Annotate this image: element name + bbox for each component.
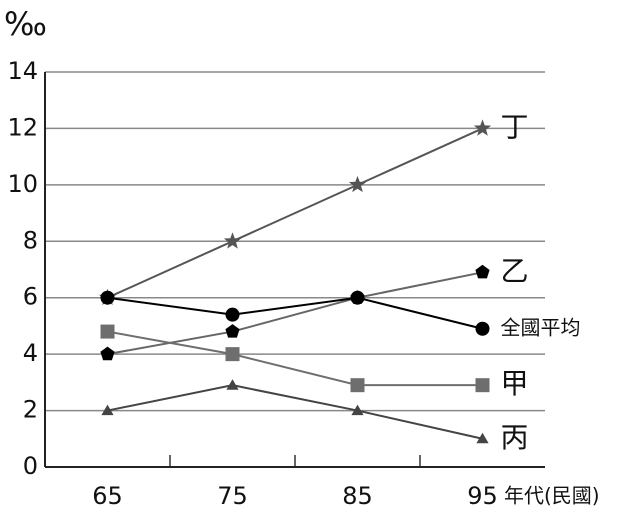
point: [101, 404, 114, 416]
series-label: 甲: [501, 367, 529, 400]
y-tick-label: 2: [23, 396, 38, 424]
x-tick-label: 75: [217, 482, 248, 510]
point: [100, 290, 115, 305]
series-line: [107, 296, 483, 330]
y-tick-label: 4: [23, 339, 38, 367]
point: [351, 404, 364, 416]
y-axis-label: ‰: [4, 5, 47, 43]
point: [350, 378, 365, 393]
x-tick-label: 85: [342, 482, 373, 510]
y-tick-label: 0: [23, 452, 38, 480]
series-line: [107, 127, 483, 299]
point: [475, 321, 490, 336]
x-axis-label: 年代(民國): [504, 484, 600, 508]
point: [225, 307, 240, 322]
x-tick-label: 95: [467, 482, 498, 510]
series-label: 丙: [501, 421, 529, 454]
series-label: 全國平均: [501, 315, 581, 339]
point: [100, 324, 115, 339]
point: [100, 346, 115, 361]
point: [350, 290, 365, 305]
y-tick-label: 8: [23, 226, 38, 254]
point: [225, 347, 240, 362]
series-line: [107, 330, 483, 387]
series-label: 丁: [501, 110, 529, 143]
x-tick-label: 65: [92, 482, 123, 510]
point: [476, 432, 489, 444]
point: [225, 324, 240, 338]
point: [475, 378, 490, 393]
point: [226, 379, 239, 390]
series-label: 乙: [501, 254, 529, 287]
y-tick-label: 14: [7, 57, 38, 85]
point: [223, 232, 242, 249]
point: [348, 175, 367, 193]
y-tick-label: 12: [7, 113, 38, 141]
y-tick-label: 6: [23, 283, 38, 311]
series-line: [107, 384, 483, 440]
y-tick-label: 10: [7, 170, 38, 198]
point: [475, 264, 490, 279]
point: [473, 119, 492, 136]
